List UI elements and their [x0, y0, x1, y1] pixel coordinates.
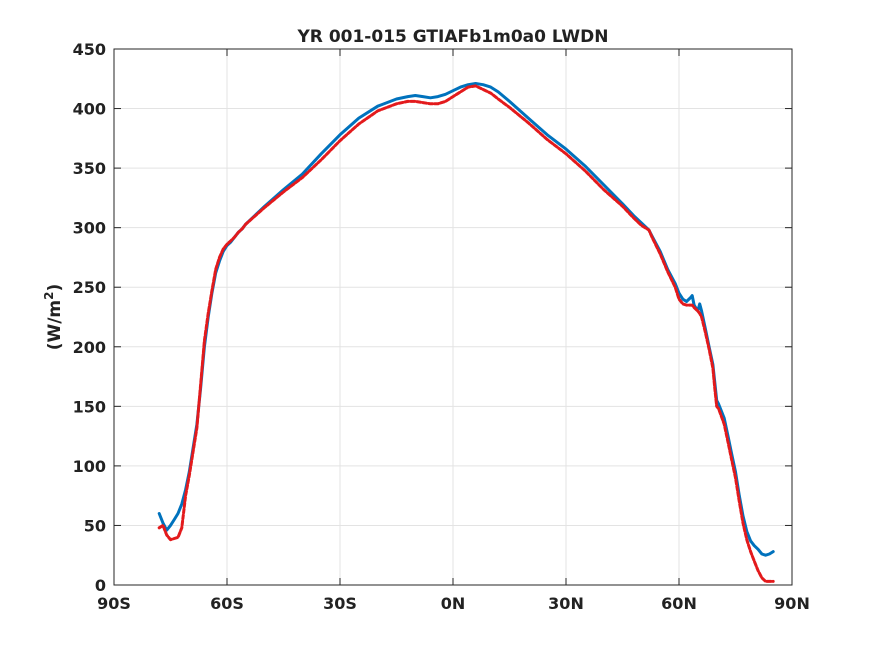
y-axis: 0 50 100 150 200 250 300 350 400 450 — [73, 40, 792, 595]
x-tick-label: 30S — [323, 594, 357, 613]
x-tick-label: 0N — [441, 594, 466, 613]
y-axis-label-superscript: 2 — [42, 291, 56, 299]
x-tick-label: 30N — [548, 594, 584, 613]
y-tick-label: 0 — [95, 576, 106, 595]
series-line-2 — [157, 84, 775, 583]
y-tick-label: 150 — [73, 397, 106, 416]
x-axis: 90S 60S 30S 0N 30N 60N 90N — [97, 49, 810, 613]
y-axis-label: (W/m2) — [42, 284, 65, 351]
y-tick-label: 50 — [84, 516, 106, 535]
x-tick-label: 60S — [210, 594, 244, 613]
plot-area — [157, 82, 775, 583]
x-tick-label: 90N — [774, 594, 810, 613]
y-tick-label: 350 — [73, 159, 106, 178]
y-tick-label: 450 — [73, 40, 106, 59]
y-axis-label-close: ) — [45, 284, 65, 292]
x-tick-label: 60N — [661, 594, 697, 613]
grid-lines — [113, 48, 793, 586]
series-line-1 — [157, 82, 775, 557]
x-tick-label: 90S — [97, 594, 131, 613]
y-tick-label: 300 — [73, 219, 106, 238]
y-tick-label: 200 — [73, 338, 106, 357]
y-axis-label-text: (W/m — [45, 300, 65, 350]
chart-title: YR 001-015 GTIAFb1m0a0 LWDN — [297, 27, 609, 47]
y-tick-label: 400 — [73, 100, 106, 119]
y-tick-label: 100 — [73, 457, 106, 476]
y-tick-label: 250 — [73, 278, 106, 297]
